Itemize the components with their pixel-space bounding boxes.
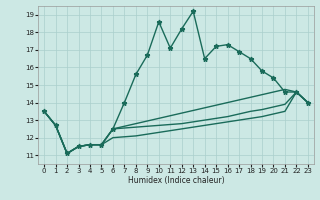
X-axis label: Humidex (Indice chaleur): Humidex (Indice chaleur) [128,176,224,185]
